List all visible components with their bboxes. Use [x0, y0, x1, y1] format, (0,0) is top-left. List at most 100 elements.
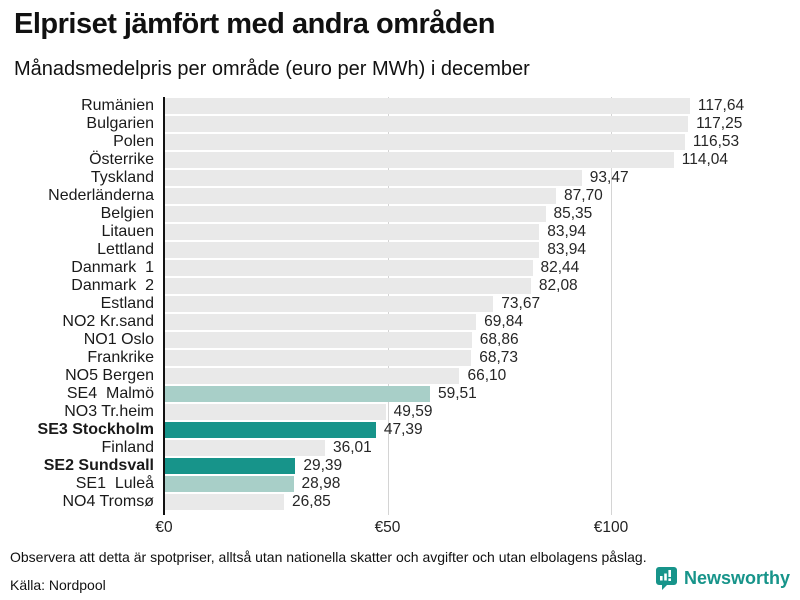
- newsworthy-logo: Newsworthy: [655, 566, 790, 590]
- bar-chart: Rumänien 117,64 Bulgarien 117,25 Polen 116,53…: [0, 97, 800, 543]
- x-axis-ticks: €0 €50 €100: [0, 519, 800, 539]
- value-label: 49,59: [393, 403, 433, 420]
- category-label: NO1 Oslo: [83, 331, 154, 348]
- category-label: SE1 Luleå: [75, 475, 154, 492]
- bar-track: 114,04: [164, 151, 800, 169]
- category-label: Tyskland: [90, 169, 154, 186]
- value-label: 116,53: [692, 133, 740, 150]
- bar-track: 83,94: [164, 223, 800, 241]
- bar: [164, 494, 285, 510]
- value-label: 28,98: [301, 475, 341, 492]
- bar-track: 28,98: [164, 475, 800, 493]
- bar-track: 87,70: [164, 187, 800, 205]
- category-label: Rumänien: [81, 97, 154, 114]
- value-label: 82,08: [538, 277, 578, 294]
- value-label: 117,64: [697, 97, 745, 114]
- bar-row: Nederländerna 87,70: [0, 187, 800, 205]
- bar-row: NO2 Kr.sand 69,84: [0, 313, 800, 331]
- bar-track: 47,39: [164, 421, 800, 439]
- bar: [164, 116, 689, 132]
- category-label: Polen: [113, 133, 154, 150]
- bar-row: Finland 36,01: [0, 439, 800, 457]
- value-label: 66,10: [467, 367, 507, 384]
- category-label: Nederländerna: [48, 187, 154, 204]
- bar-row: Rumänien 117,64: [0, 97, 800, 115]
- value-label: 69,84: [484, 313, 523, 330]
- bar-track: 66,10: [164, 367, 800, 385]
- value-label: 82,44: [540, 259, 580, 276]
- bar-row: SE1 Luleå 28,98: [0, 475, 800, 493]
- bar: [164, 404, 386, 420]
- category-label: NO2 Kr.sand: [62, 313, 154, 330]
- category-label: Bulgarien: [86, 115, 154, 132]
- bar: [164, 296, 494, 312]
- value-label: 59,51: [438, 385, 477, 402]
- category-label: Belgien: [100, 205, 154, 222]
- bar: [164, 98, 690, 114]
- bar: [164, 386, 430, 402]
- category-label: Österrike: [89, 151, 154, 168]
- page-title: Elpriset jämfört med andra områden: [14, 8, 495, 40]
- chart-footnote: Observera att detta är spotpriser, allts…: [10, 549, 647, 565]
- bar-track: 29,39: [164, 457, 800, 475]
- bar-track: 116,53: [164, 133, 800, 151]
- bar-track: 69,84: [164, 313, 800, 331]
- bar-row: Österrike 114,04: [0, 151, 800, 169]
- bar-row: Frankrike 68,73: [0, 349, 800, 367]
- value-label: 73,67: [501, 295, 541, 312]
- y-axis-line: [163, 97, 165, 515]
- category-label: SE4 Malmö: [66, 385, 154, 402]
- bar-row: Estland 73,67: [0, 295, 800, 313]
- source-attribution: Källa: Nordpool: [10, 577, 106, 593]
- value-label: 68,86: [479, 331, 519, 348]
- bar-rows: Rumänien 117,64 Bulgarien 117,25 Polen 116,53…: [0, 97, 800, 511]
- bar-track: 93,47: [164, 169, 800, 187]
- value-label: 26,85: [292, 493, 331, 510]
- bar-row: Lettland 83,94: [0, 241, 800, 259]
- gridline: [611, 97, 612, 515]
- bar: [164, 368, 460, 384]
- newsworthy-logo-icon: [655, 566, 678, 590]
- bar-row: SE4 Malmö 59,51: [0, 385, 800, 403]
- category-label: NO3 Tr.heim: [64, 403, 154, 420]
- bar: [164, 260, 533, 276]
- bar-track: 59,51: [164, 385, 800, 403]
- bar: [164, 224, 540, 240]
- bar-row: Tyskland 93,47: [0, 169, 800, 187]
- bar-track: 117,64: [164, 97, 800, 115]
- bar-track: 68,86: [164, 331, 800, 349]
- bar-row: Belgien 85,35: [0, 205, 800, 223]
- x-tick-label: €50: [374, 519, 401, 536]
- value-label: 83,94: [547, 223, 586, 240]
- category-label: Lettland: [97, 241, 154, 258]
- chart-subtitle: Månadsmedelpris per område (euro per MWh…: [14, 58, 530, 80]
- bar-row: SE3 Stockholm 47,39: [0, 421, 800, 439]
- bar-row: NO4 Tromsø 26,85: [0, 493, 800, 511]
- bar: [164, 332, 472, 348]
- bar: [164, 188, 557, 204]
- bar: [164, 206, 546, 222]
- category-label: NO4 Tromsø: [62, 493, 154, 510]
- category-label: Danmark 1: [71, 259, 154, 276]
- bar-row: Bulgarien 117,25: [0, 115, 800, 133]
- bar: [164, 134, 685, 150]
- bar: [164, 350, 472, 366]
- bar-track: 49,59: [164, 403, 800, 421]
- bar: [164, 422, 376, 438]
- bar-track: 68,73: [164, 349, 800, 367]
- category-label: Frankrike: [87, 349, 154, 366]
- bar-track: 36,01: [164, 439, 800, 457]
- category-label: Danmark 2: [71, 277, 154, 294]
- bar-row: Polen 116,53: [0, 133, 800, 151]
- value-label: 36,01: [332, 439, 372, 456]
- x-tick-label: €0: [155, 519, 173, 536]
- category-label: SE3 Stockholm: [37, 421, 154, 438]
- bar-track: 73,67: [164, 295, 800, 313]
- bar-row: Litauen 83,94: [0, 223, 800, 241]
- value-label: 87,70: [564, 187, 603, 204]
- category-label: Litauen: [101, 223, 155, 240]
- value-label: 117,25: [696, 115, 743, 132]
- value-label: 93,47: [589, 169, 629, 186]
- bar-row: Danmark 2 82,08: [0, 277, 800, 295]
